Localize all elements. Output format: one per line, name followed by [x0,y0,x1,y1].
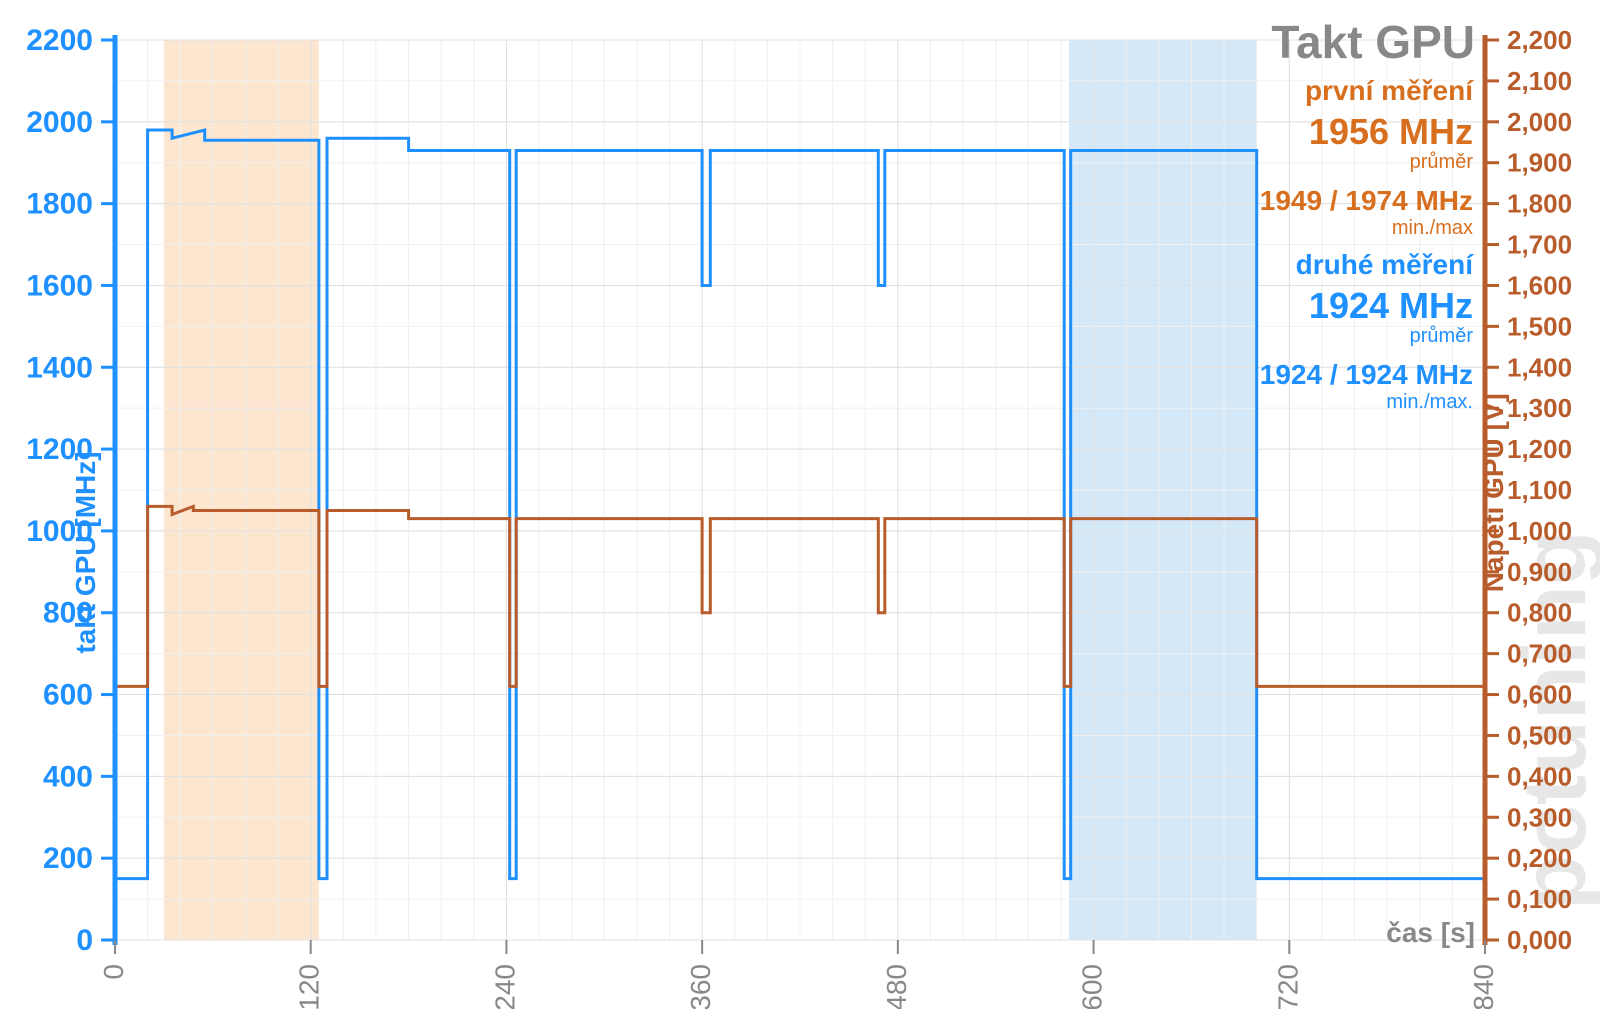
y-right-tick: 0,400 [1507,761,1572,791]
annotation: min./max [1392,217,1473,239]
y-right-tick: 1,100 [1507,475,1572,505]
y-right-tick: 0,000 [1507,925,1572,955]
y-left-tick: 1600 [26,269,93,302]
y-right-tick: 0,200 [1507,843,1572,873]
annotation: druhé měření [1296,249,1475,280]
y-right-tick: 2,200 [1507,25,1572,55]
annotation: 1956 MHz [1309,111,1473,152]
y-right-tick: 1,900 [1507,148,1572,178]
y-left-tick: 200 [43,842,93,875]
annotation: průměr [1410,151,1474,173]
y-right-tick: 0,300 [1507,802,1572,832]
annotation: průměr [1410,325,1474,347]
y-left-tick: 600 [43,679,93,712]
y-right-tick: 2,100 [1507,66,1572,96]
y-right-tick: 0,600 [1507,680,1572,710]
y-right-tick: 2,000 [1507,107,1572,137]
y-right-tick: 1,000 [1507,516,1572,546]
y-left-tick: 2200 [26,24,93,57]
y-right-tick: 0,800 [1507,598,1572,628]
y-right-tick: 1,500 [1507,311,1572,341]
annotation: první měření [1305,75,1474,106]
annotation: 1949 / 1974 MHz [1260,185,1473,216]
x-tick: 360 [685,964,716,1009]
y-right-tick: 0,700 [1507,639,1572,669]
x-tick: 120 [294,964,325,1009]
x-label: čas [s] [1386,917,1475,948]
y-right-label: Napětí GPU [V] [1478,393,1509,592]
x-tick: 240 [489,964,520,1009]
annotation: min./max. [1386,391,1473,413]
y-right-tick: 1,200 [1507,434,1572,464]
y-left-tick: 400 [43,760,93,793]
y-right-tick: 1,700 [1507,230,1572,260]
x-tick: 600 [1077,964,1108,1009]
y-right-tick: 0,500 [1507,720,1572,750]
y-right-tick: 1,800 [1507,189,1572,219]
x-tick: 480 [881,964,912,1009]
y-right-tick: 0,900 [1507,557,1572,587]
chart-svg: pctuning02004006008001000120014001600180… [0,0,1600,1009]
y-right-tick: 1,300 [1507,393,1572,423]
x-tick: 0 [98,964,129,980]
chart-title: Takt GPU [1271,16,1475,68]
y-right-tick: 1,600 [1507,270,1572,300]
y-left-tick: 1400 [26,351,93,384]
x-tick: 840 [1468,964,1499,1009]
annotation: 1924 MHz [1309,285,1473,326]
annotation: 1924 / 1924 MHz [1260,359,1473,390]
y-left-label: takt GPU [MHz] [70,451,101,653]
x-tick: 720 [1272,964,1303,1009]
y-left-tick: 2000 [26,106,93,139]
gpu-clock-chart: pctuning02004006008001000120014001600180… [0,0,1600,1009]
y-right-tick: 0,100 [1507,884,1572,914]
y-right-tick: 1,400 [1507,352,1572,382]
y-left-tick: 0 [76,924,93,957]
y-left-tick: 1800 [26,188,93,221]
